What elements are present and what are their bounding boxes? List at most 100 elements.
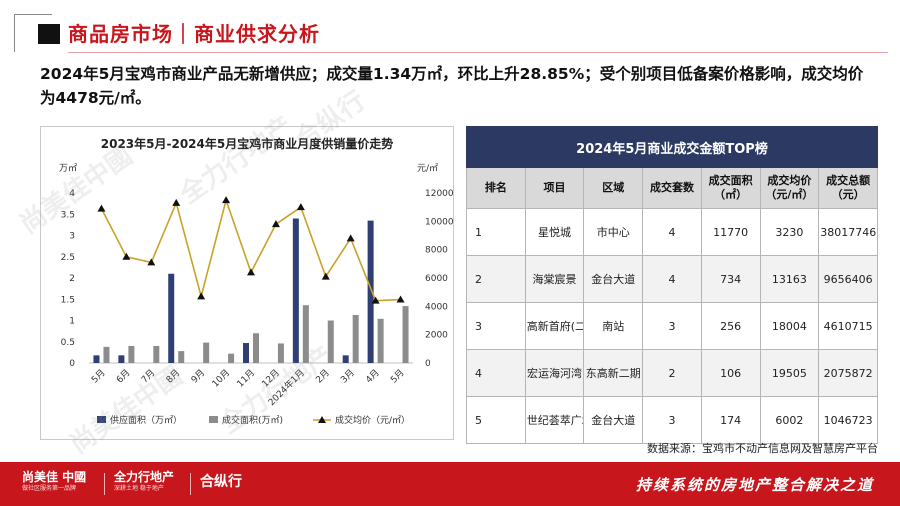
sales-bar bbox=[352, 314, 359, 363]
table-row: 5 世纪荟萃广场二期 金台大道 3 174 6002 1046723 bbox=[466, 396, 878, 444]
y-left-tick-label: 3.5 bbox=[61, 210, 75, 220]
cell-units: 3 bbox=[642, 302, 702, 350]
x-tick-label: 4月 bbox=[364, 367, 382, 385]
y-right-tick-label: 10000 bbox=[425, 217, 453, 227]
cell-rank: 2 bbox=[466, 255, 526, 303]
x-tick-label: 11月 bbox=[235, 367, 257, 389]
supply-bar bbox=[168, 273, 175, 363]
cell-avg-price: 3230 bbox=[759, 208, 820, 256]
price-marker bbox=[147, 258, 156, 266]
legend-label: 成交均价（元/㎡） bbox=[335, 414, 410, 426]
y-right-unit: 元/㎡ bbox=[417, 163, 438, 174]
cell-project: 海棠宸景 bbox=[524, 255, 585, 303]
table-row: 4 宏运海河湾 东高新二期 2 106 19505 2075872 bbox=[466, 349, 878, 397]
title-marker bbox=[38, 24, 60, 44]
y-right-tick-label: 6000 bbox=[425, 274, 448, 284]
cell-total: 9656406 bbox=[818, 255, 878, 303]
price-marker bbox=[247, 268, 255, 276]
table-row: 3 高新首府(二期) 南站 3 256 18004 4610715 bbox=[466, 302, 878, 350]
y-left-tick-label: 4 bbox=[69, 189, 75, 199]
x-tick-label: 10月 bbox=[210, 367, 232, 389]
trend-chart: 万㎡ 元/㎡ 0 0.5 1 1.5 2 2.5 3 3.5 4 0 2000 4000 6000 8000 1… bbox=[40, 126, 454, 440]
cell-area: 金台大道 bbox=[583, 396, 644, 444]
cell-sqm: 11770 bbox=[700, 208, 761, 256]
trend-chart-svg: 万㎡ 元/㎡ 0 0.5 1 1.5 2 2.5 3 3.5 4 0 2000 4000 6000 8000 1… bbox=[59, 163, 453, 426]
sales-bar bbox=[327, 320, 334, 363]
sales-bar bbox=[402, 306, 409, 363]
cell-area: 金台大道 bbox=[583, 255, 644, 303]
x-tick-label: 6月 bbox=[114, 367, 132, 385]
cell-units: 3 bbox=[642, 396, 702, 444]
cell-sqm: 106 bbox=[700, 349, 761, 397]
table-row: 2 海棠宸景 金台大道 4 734 13163 9656406 bbox=[466, 255, 878, 303]
y-left-tick-label: 2.5 bbox=[61, 253, 75, 263]
footer-slogan: 持续系统的房地产整合解决之道 bbox=[635, 476, 874, 494]
sales-bar bbox=[103, 346, 110, 363]
legend-swatch bbox=[97, 416, 106, 423]
sales-bar bbox=[302, 305, 309, 363]
cell-units: 4 bbox=[642, 208, 702, 256]
cell-area: 东高新二期 bbox=[583, 349, 644, 397]
x-tick-label: 8月 bbox=[164, 367, 182, 385]
supply-bar bbox=[367, 220, 374, 363]
x-tick-label: 3月 bbox=[339, 367, 357, 385]
cell-rank: 5 bbox=[466, 396, 526, 444]
footer-logo-hezongxing: 合纵行 bbox=[200, 474, 242, 490]
footer-logo-quanlixing-sub: 深耕土地 稳于地产 bbox=[114, 485, 164, 492]
y-left-tick-label: 1.5 bbox=[61, 295, 75, 305]
cell-rank: 1 bbox=[466, 208, 526, 256]
cell-units: 4 bbox=[642, 255, 702, 303]
y-right-tick-label: 8000 bbox=[425, 246, 448, 256]
legend-label: 供应面积（万㎡） bbox=[110, 414, 182, 426]
footer-logo-shangmeijia-text: 尚美佳 中國 bbox=[22, 470, 87, 484]
chart-title: 2023年5月-2024年5月宝鸡市商业月度供销量价走势 bbox=[100, 137, 394, 151]
cell-total: 1046723 bbox=[818, 396, 878, 444]
supply-bar bbox=[342, 355, 349, 363]
y-left-tick-label: 3 bbox=[69, 232, 75, 242]
cell-project: 宏运海河湾 bbox=[524, 349, 585, 397]
supply-bar bbox=[118, 355, 125, 363]
cell-rank: 3 bbox=[466, 302, 526, 350]
title-divider bbox=[68, 52, 888, 53]
y-right-tick-label: 0 bbox=[425, 359, 431, 369]
col-header-avg-price: 成交均价（元/㎡） bbox=[759, 167, 820, 209]
sales-bar bbox=[377, 318, 384, 363]
table-row: 1 星悦城 市中心 4 11770 3230 38017746 bbox=[466, 208, 878, 256]
col-header-total: 成交总额（元） bbox=[818, 167, 878, 209]
price-marker bbox=[296, 203, 305, 211]
y-right-tick-label: 2000 bbox=[425, 331, 448, 341]
cell-avg-price: 18004 bbox=[759, 302, 820, 350]
price-marker bbox=[396, 295, 405, 303]
footer-logo-quanlixing: 全力行地产 深耕土地 稳于地产 bbox=[114, 470, 174, 493]
y-left-tick-label: 0.5 bbox=[61, 338, 75, 348]
data-source: 数据来源：宝鸡市不动产信息网及智慧房产平台 bbox=[647, 442, 878, 455]
cell-project: 高新首府(二期) bbox=[524, 302, 585, 350]
price-marker bbox=[122, 252, 131, 260]
corner-decoration-vertical bbox=[14, 14, 15, 52]
table-title: 2024年5月商业成交金额TOP榜 bbox=[466, 126, 878, 168]
price-marker bbox=[321, 272, 330, 280]
x-tick-label: 12月 bbox=[260, 367, 282, 389]
col-header-area: 区域 bbox=[583, 167, 644, 209]
cell-sqm: 256 bbox=[700, 302, 761, 350]
x-tick-label: 5月 bbox=[89, 367, 107, 385]
top-sales-table: 2024年5月商业成交金额TOP榜 排名 项目 区域 成交套数 成交面积（㎡） … bbox=[466, 126, 878, 444]
sales-bar bbox=[153, 346, 160, 363]
y-left-tick-label: 1 bbox=[69, 317, 75, 327]
sales-bar bbox=[277, 343, 284, 363]
price-marker bbox=[346, 234, 355, 242]
col-header-units: 成交套数 bbox=[642, 167, 702, 209]
y-right-tick-label: 4000 bbox=[425, 302, 448, 312]
cell-total: 2075872 bbox=[818, 349, 878, 397]
x-tick-label: 5月 bbox=[388, 367, 406, 385]
cell-sqm: 734 bbox=[700, 255, 761, 303]
price-marker bbox=[172, 198, 181, 206]
cell-avg-price: 13163 bbox=[759, 255, 820, 303]
cell-total: 38017746 bbox=[818, 208, 878, 256]
sales-bar bbox=[253, 333, 259, 363]
cell-area: 市中心 bbox=[583, 208, 644, 256]
price-marker bbox=[222, 196, 231, 204]
x-tick-label: 7月 bbox=[139, 367, 157, 385]
col-header-rank: 排名 bbox=[466, 167, 526, 209]
sales-bar bbox=[178, 351, 185, 363]
